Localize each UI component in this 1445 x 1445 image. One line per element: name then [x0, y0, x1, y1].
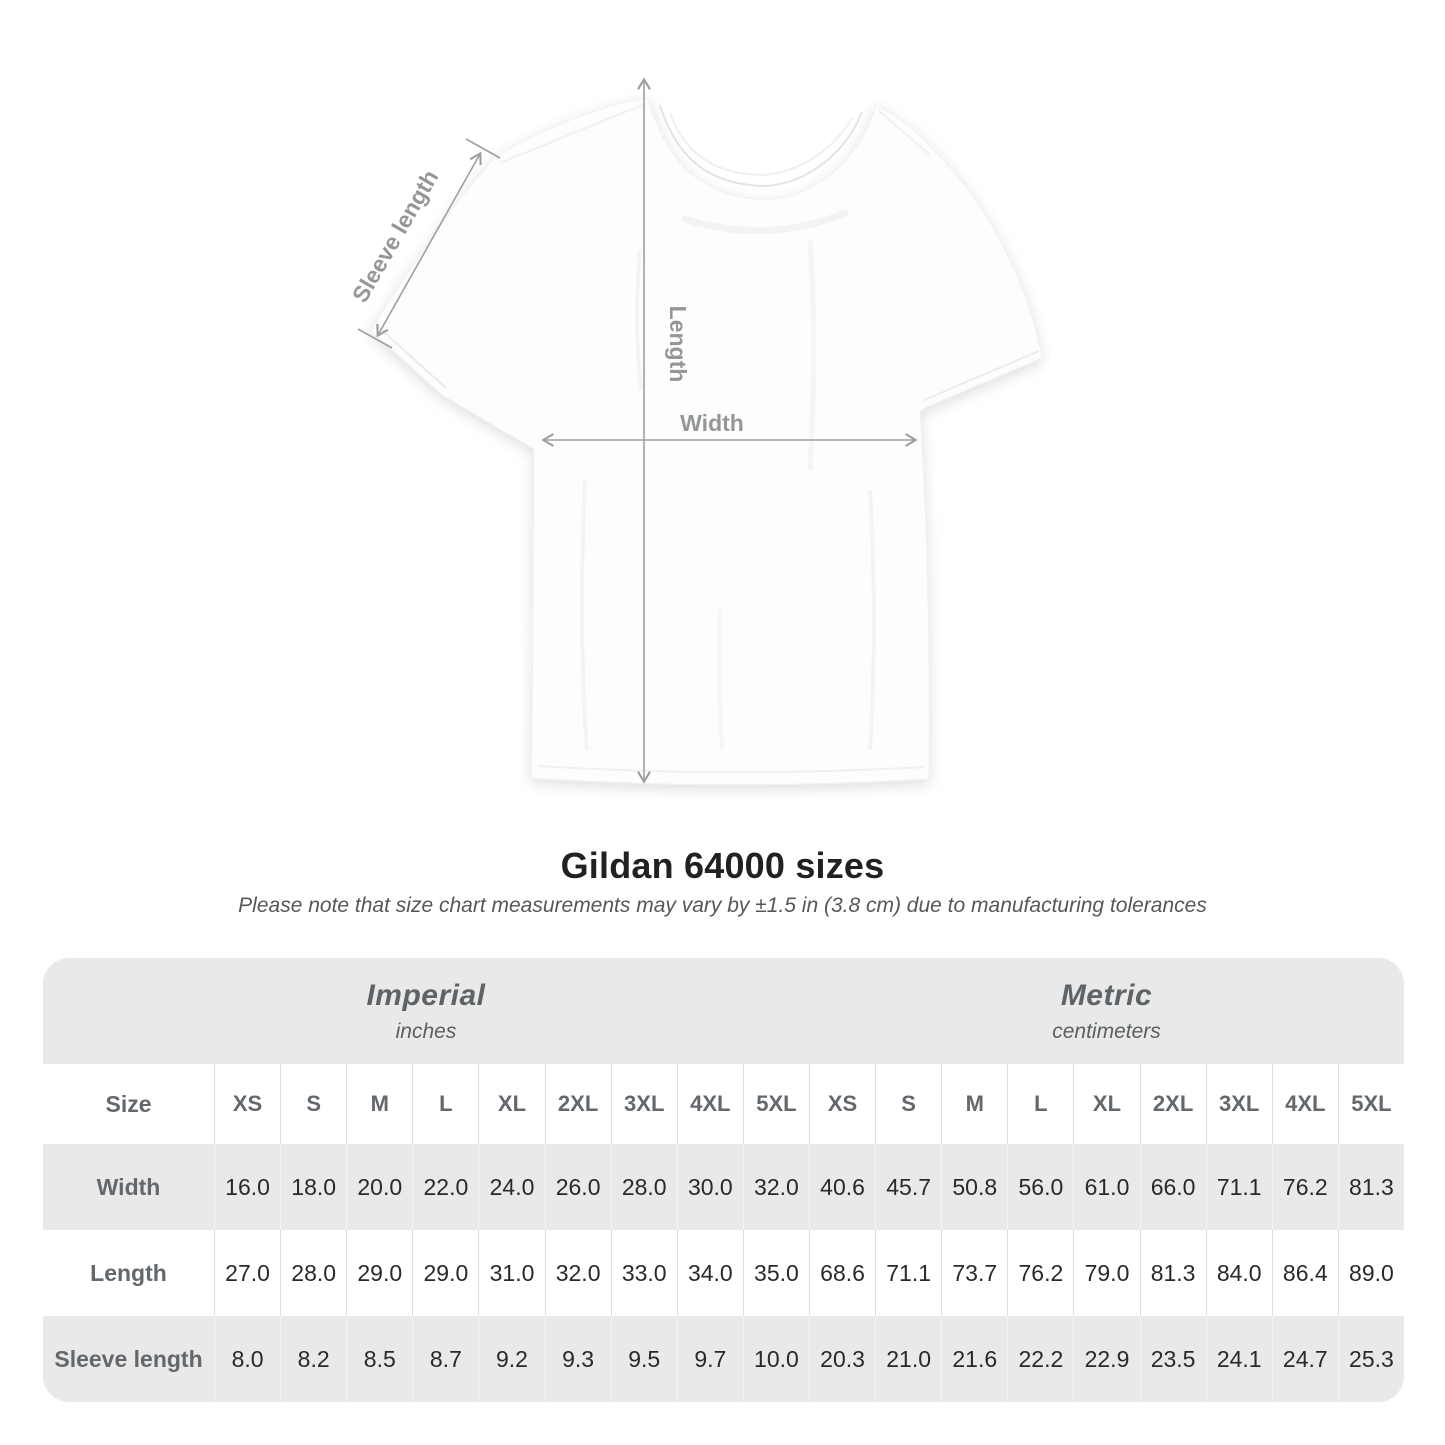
value-cell: 22.2	[1007, 1316, 1074, 1402]
size-header-cell: 2XL	[544, 1064, 611, 1144]
value-cell: 28.0	[610, 1144, 677, 1230]
value-cell: 66.0	[1139, 1144, 1206, 1230]
value-cell: 22.9	[1073, 1316, 1140, 1402]
imperial-title: Imperial	[366, 978, 486, 1012]
value-cell: 20.3	[808, 1316, 876, 1402]
value-cell: 21.0	[875, 1316, 942, 1402]
size-chart-table: Imperial inches Metric centimeters Size …	[43, 958, 1404, 1402]
size-header-cell: XL	[478, 1064, 545, 1144]
value-cell: 32.0	[742, 1144, 809, 1230]
value-cell: 21.6	[941, 1316, 1008, 1402]
value-cell: 26.0	[544, 1144, 611, 1230]
tshirt-illustration	[370, 97, 1043, 786]
table-row-sleeve-length: Sleeve length 8.0 8.2 8.5 8.7 9.2 9.3 9.…	[43, 1316, 1404, 1402]
value-cell: 56.0	[1007, 1144, 1074, 1230]
value-cell: 30.0	[676, 1144, 743, 1230]
width-label: Width	[680, 410, 744, 436]
size-column-header: Size	[43, 1064, 214, 1144]
value-cell: 68.6	[808, 1230, 876, 1316]
size-header-cell: XL	[1073, 1064, 1140, 1144]
sleeve-arrow-tick-upper	[465, 138, 501, 159]
size-header-cell: XS	[214, 1064, 281, 1144]
value-cell: 32.0	[544, 1230, 611, 1316]
size-header-cell: XS	[808, 1064, 876, 1144]
size-header-cell: 5XL	[1337, 1064, 1404, 1144]
value-cell: 35.0	[742, 1230, 809, 1316]
value-cell: 18.0	[280, 1144, 347, 1230]
value-cell: 24.1	[1205, 1316, 1272, 1402]
row-label-width: Width	[43, 1144, 214, 1230]
value-cell: 20.0	[346, 1144, 413, 1230]
value-cell: 16.0	[214, 1144, 281, 1230]
value-cell: 24.0	[478, 1144, 545, 1230]
value-cell: 23.5	[1139, 1316, 1206, 1402]
value-cell: 8.0	[214, 1316, 281, 1402]
value-cell: 8.5	[346, 1316, 413, 1402]
length-label: Length	[665, 306, 691, 383]
value-cell: 22.0	[412, 1144, 479, 1230]
size-header-cell: L	[1007, 1064, 1074, 1144]
value-cell: 45.7	[875, 1144, 942, 1230]
value-cell: 34.0	[676, 1230, 743, 1316]
page-title: Gildan 64000 sizes	[560, 845, 885, 886]
table-row-width: Width 16.0 18.0 20.0 22.0 24.0 26.0 28.0…	[43, 1144, 1404, 1230]
value-cell: 27.0	[214, 1230, 281, 1316]
size-header-cell: L	[412, 1064, 479, 1144]
size-header-cell: 3XL	[1205, 1064, 1272, 1144]
size-header-cell: 3XL	[610, 1064, 677, 1144]
value-cell: 24.7	[1271, 1316, 1338, 1402]
size-header-cell: S	[875, 1064, 942, 1144]
value-cell: 79.0	[1073, 1230, 1140, 1316]
tshirt-measurement-diagram: Width Length Sleeve length	[347, 77, 1043, 786]
value-cell: 29.0	[412, 1230, 479, 1316]
value-cell: 29.0	[346, 1230, 413, 1316]
size-header-cell: S	[280, 1064, 347, 1144]
table-row-length: Length 27.0 28.0 29.0 29.0 31.0 32.0 33.…	[43, 1230, 1404, 1316]
row-label-length: Length	[43, 1230, 214, 1316]
unit-header-row: Imperial inches Metric centimeters	[43, 958, 1404, 1064]
value-cell: 71.1	[875, 1230, 942, 1316]
value-cell: 76.2	[1007, 1230, 1074, 1316]
value-cell: 33.0	[610, 1230, 677, 1316]
value-cell: 50.8	[941, 1144, 1008, 1230]
metric-title: Metric	[1060, 978, 1153, 1012]
value-cell: 81.3	[1337, 1144, 1404, 1230]
value-cell: 9.7	[676, 1316, 743, 1402]
value-cell: 84.0	[1205, 1230, 1272, 1316]
value-cell: 9.3	[544, 1316, 611, 1402]
value-cell: 81.3	[1139, 1230, 1206, 1316]
size-header-cell: 4XL	[1271, 1064, 1338, 1144]
imperial-section-header: Imperial inches	[43, 958, 809, 1064]
value-cell: 25.3	[1337, 1316, 1404, 1402]
metric-unit: centimeters	[1052, 1019, 1161, 1043]
size-header-row: Size XS S M L XL 2XL 3XL 4XL 5XL XS S M …	[43, 1064, 1404, 1144]
size-header-cell: 5XL	[742, 1064, 809, 1144]
value-cell: 8.2	[280, 1316, 347, 1402]
sleeve-length-arrow	[376, 151, 482, 338]
size-header-cell: M	[941, 1064, 1008, 1144]
imperial-unit: inches	[395, 1019, 457, 1043]
metric-section-header: Metric centimeters	[808, 958, 1404, 1064]
size-header-cell: M	[346, 1064, 413, 1144]
value-cell: 89.0	[1337, 1230, 1404, 1316]
size-header-cell: 4XL	[676, 1064, 743, 1144]
value-cell: 61.0	[1073, 1144, 1140, 1230]
value-cell: 9.2	[478, 1316, 545, 1402]
value-cell: 9.5	[610, 1316, 677, 1402]
value-cell: 76.2	[1271, 1144, 1338, 1230]
value-cell: 10.0	[742, 1316, 809, 1402]
value-cell: 31.0	[478, 1230, 545, 1316]
value-cell: 71.1	[1205, 1144, 1272, 1230]
size-header-cell: 2XL	[1139, 1064, 1206, 1144]
tolerance-note: Please note that size chart measurements…	[238, 894, 1207, 917]
value-cell: 8.7	[412, 1316, 479, 1402]
row-label-sleeve-length: Sleeve length	[43, 1316, 214, 1402]
value-cell: 40.6	[808, 1144, 876, 1230]
size-table-container: Imperial inches Metric centimeters Size …	[43, 958, 1404, 1402]
sleeve-arrow-tick-lower	[357, 328, 393, 349]
value-cell: 73.7	[941, 1230, 1008, 1316]
value-cell: 86.4	[1271, 1230, 1338, 1316]
value-cell: 28.0	[280, 1230, 347, 1316]
